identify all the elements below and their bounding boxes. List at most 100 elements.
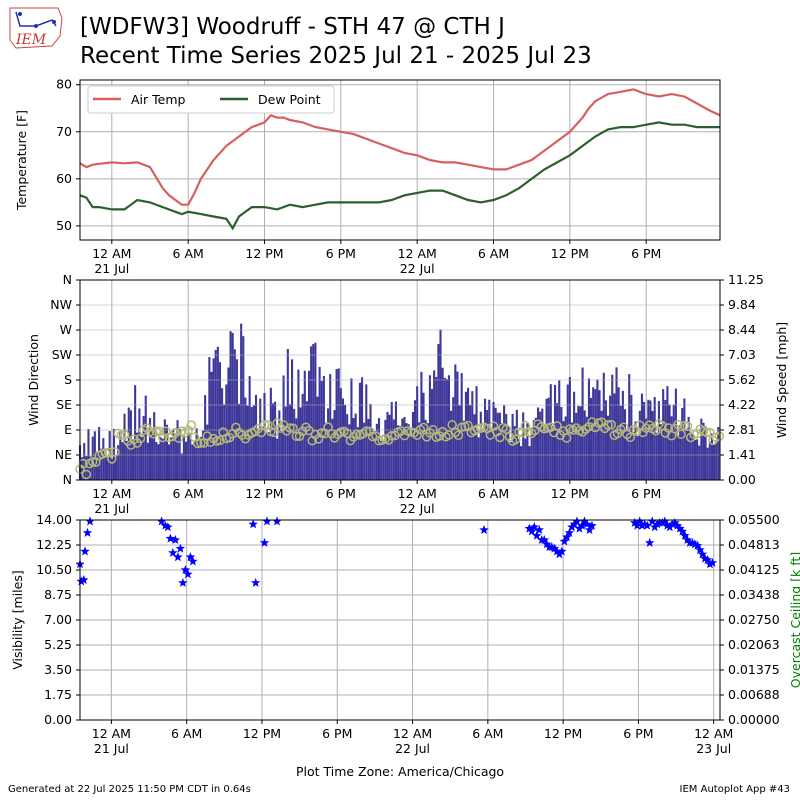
wind-speed-bar (129, 410, 132, 480)
visibility-point (82, 527, 93, 537)
wind-speed-bar (354, 413, 357, 480)
vis-xtick-label: 6 PM (322, 726, 352, 741)
wind-speed-bar (464, 391, 468, 480)
wind-speed-bar (252, 405, 255, 480)
wind-speed-tick-label: 11.25 (728, 272, 764, 287)
wind-speed-bar (225, 384, 228, 480)
vis-ytick-label: 0.00 (44, 712, 72, 727)
wind-speed-bar (360, 377, 364, 480)
wind-speed-bar (199, 436, 202, 480)
visibility-point (262, 516, 272, 526)
wind-speed-bar (204, 395, 207, 480)
wind-speed-bar (713, 443, 716, 480)
wind-speed-bar (159, 437, 162, 480)
wind-speed-bar (594, 389, 597, 480)
vis-xtick-label: 12 PM (243, 726, 281, 741)
wind-speed-bar (462, 420, 465, 480)
wind-dir-point (269, 427, 279, 438)
wind-dir-tick-label: SE (56, 397, 72, 412)
wind-speed-bar (636, 436, 639, 480)
wind-speed-bar (102, 438, 105, 480)
wind-speed-bar (592, 387, 595, 480)
wind-speed-bar (301, 393, 304, 480)
wind-speed-bar (666, 386, 669, 480)
visibility-point (680, 530, 690, 540)
wind-xtick-label: 12 PM (245, 486, 283, 501)
temp-frame (79, 79, 721, 241)
wind-speed-bar (348, 424, 351, 480)
wind-xtick-label: 12 AM (398, 486, 437, 501)
visibility-point (259, 537, 270, 547)
wind-speed-bar (638, 410, 641, 480)
wind-speed-bar (471, 391, 474, 480)
visibility-point (534, 525, 544, 534)
wind-speed-bar (146, 442, 149, 480)
wind-speed-bar (127, 407, 130, 480)
wind-speed-bar (341, 398, 345, 480)
wind-speed-bar (498, 412, 501, 480)
visibility-point (564, 527, 575, 537)
wind-speed-bar (191, 444, 194, 480)
wind-speed-bar (647, 399, 650, 480)
wind-speed-bar (549, 384, 552, 480)
wind-speed-tick-label: 2.81 (728, 422, 756, 437)
wind-speed-bar (615, 367, 618, 480)
visibility-point (554, 549, 565, 559)
wind-speed-bar (172, 428, 175, 480)
wind-speed-bar (662, 389, 665, 480)
wind-speed-bar (218, 362, 222, 480)
wind-speed-bar (123, 413, 126, 480)
wind-speed-bar (407, 424, 410, 480)
wind-speed-bar (324, 422, 328, 480)
wind-speed-bar (704, 426, 707, 480)
wind-speed-bar (214, 349, 217, 480)
wind-speed-bar (664, 399, 667, 480)
wind-speed-bar (532, 420, 535, 480)
wind-speed-bar (161, 438, 164, 480)
wind-speed-bar (318, 366, 321, 480)
visibility-point (587, 520, 597, 530)
wind-dir-point (192, 438, 203, 449)
ceiling-tick-label: 0.00000 (728, 712, 780, 727)
legend-dew-label: Dew Point (258, 92, 321, 107)
wind-speed-bar (450, 410, 453, 480)
wind-speed-bar (229, 331, 232, 480)
iem-logo: IEM (6, 6, 66, 54)
generated-note: Generated at 22 Jul 2025 11:50 PM CDT in… (8, 784, 251, 795)
visibility-point (700, 553, 710, 563)
wind-speed-bar (503, 405, 506, 480)
wind-dir-point (186, 420, 197, 430)
visibility-point (85, 516, 95, 526)
wind-speed-bar (679, 425, 682, 480)
vis-xtick-label: 12 AM (393, 726, 432, 741)
temp-xtick-date: 21 Jul (94, 261, 129, 276)
visibility-point (156, 516, 167, 526)
wind-dir-point (495, 432, 505, 443)
wind-speed-bar (216, 346, 219, 480)
wind-speed-bar (265, 432, 268, 480)
wind-speed-bar (710, 433, 713, 480)
wind-speed-bar (212, 358, 215, 480)
wind-speed-bar (157, 444, 160, 480)
wind-xtick-label: 6 AM (478, 486, 509, 501)
visibility-point (178, 577, 188, 587)
visibility-point (248, 519, 258, 529)
visibility-point (705, 559, 715, 569)
wind-speed-bar (562, 421, 565, 480)
wind-speed-bar (257, 429, 260, 480)
wind-speed-bar (87, 428, 90, 480)
visibility-point (707, 557, 718, 567)
legend-air-label: Air Temp (131, 92, 186, 107)
wind-speed-bar (293, 408, 296, 480)
wind-dir-point (361, 426, 372, 436)
wind-speed-bar (645, 418, 648, 480)
wind-speed-bar (590, 397, 593, 480)
visibility-point (702, 555, 713, 564)
wind-speed-bar (110, 458, 113, 480)
wind-dir-tick-label: S (64, 372, 72, 387)
wind-speed-bar (401, 418, 404, 480)
wind-dir-point (453, 430, 464, 441)
wind-dir-point (673, 419, 683, 430)
visibility-point (183, 569, 193, 579)
wind-speed-bar (382, 440, 385, 480)
